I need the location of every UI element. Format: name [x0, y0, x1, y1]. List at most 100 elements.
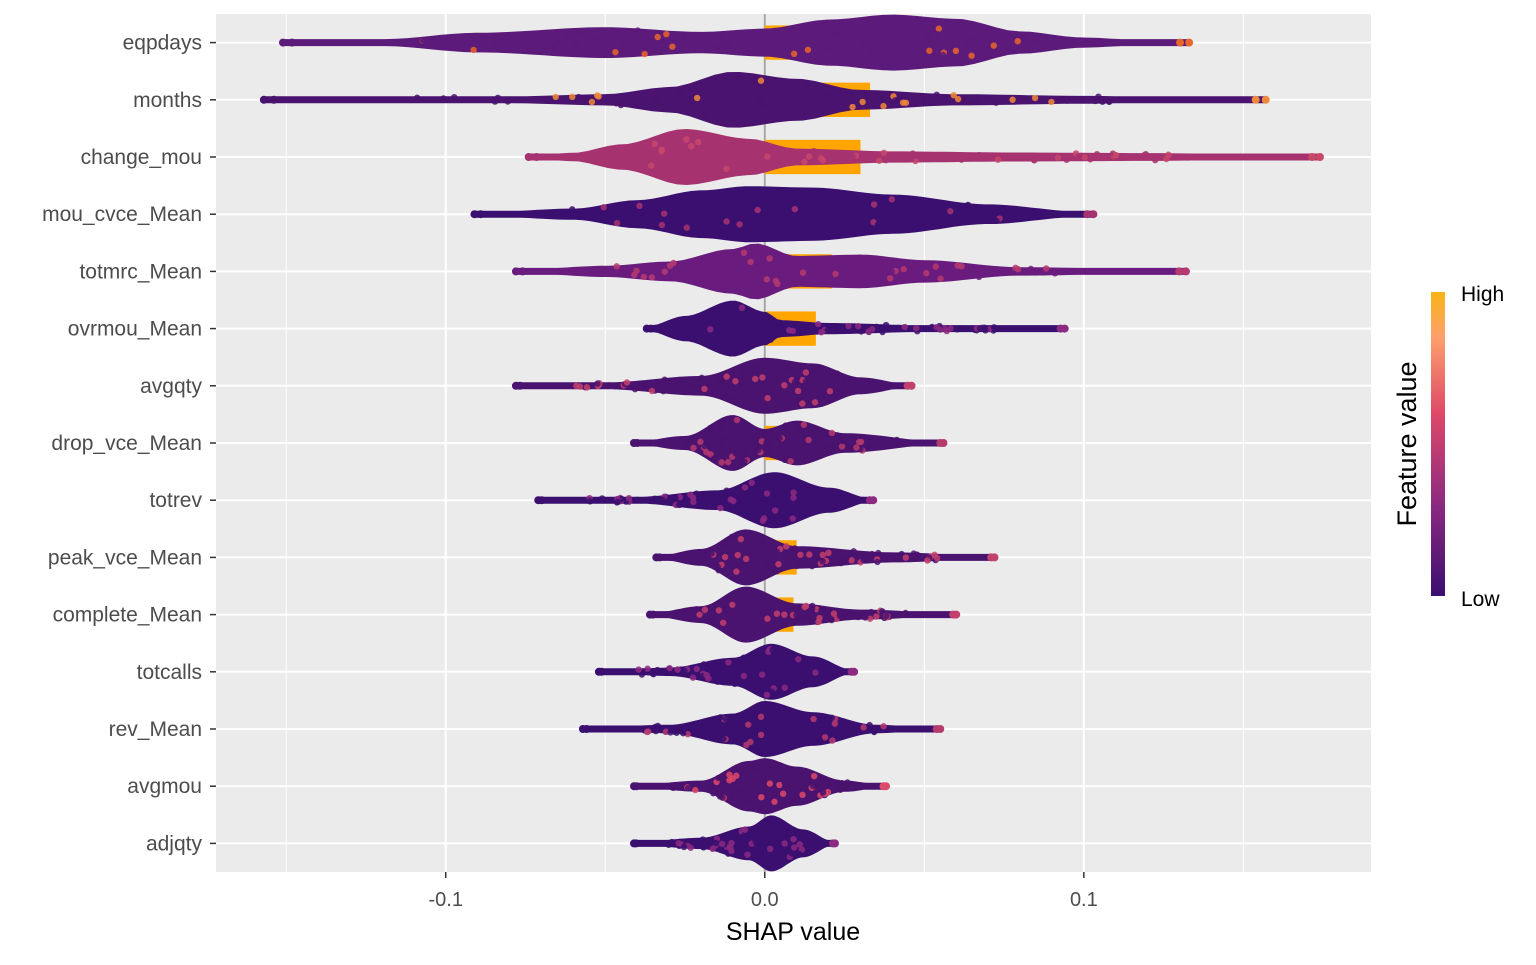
shap-point [954, 95, 962, 103]
shap-point [536, 40, 543, 48]
shap-point [759, 517, 767, 524]
shap-point [532, 153, 541, 161]
shap-point [678, 140, 686, 147]
shap-point [717, 714, 724, 721]
shap-point [663, 198, 671, 206]
shap-point [614, 28, 621, 36]
shap-point [730, 668, 737, 676]
shap-point [830, 610, 838, 617]
shap-point [848, 557, 855, 564]
shap-point [693, 94, 701, 102]
shap-point [799, 791, 806, 799]
violin-drop_vce_Mean [629, 415, 948, 471]
shap-point [1112, 151, 1120, 159]
shap-point [658, 146, 665, 153]
shap-point [752, 664, 760, 671]
shap-point [631, 271, 638, 279]
shap-point [921, 96, 928, 104]
shap-point [767, 336, 774, 343]
shap-point [758, 150, 765, 158]
shap-point [701, 385, 708, 393]
shap-point [794, 387, 802, 395]
shap-point [828, 732, 835, 739]
shap-point [861, 610, 868, 617]
shap-point [651, 495, 659, 502]
shap-point [847, 273, 855, 280]
shap-point [1031, 94, 1039, 102]
shap-point [759, 374, 766, 381]
shap-point [744, 851, 751, 858]
shap-point [752, 375, 759, 383]
shap-point [818, 499, 826, 507]
shap-point [741, 458, 748, 465]
shap-point [758, 793, 765, 801]
shap-point [737, 535, 745, 543]
shap-point [784, 366, 792, 373]
shap-point [779, 516, 786, 523]
shap-point [476, 210, 485, 219]
shap-point [652, 269, 660, 276]
shap-point [809, 606, 816, 613]
shap-point [654, 722, 662, 730]
shap-point [673, 729, 680, 736]
shap-point [801, 158, 808, 166]
shap-point [814, 436, 821, 444]
shap-point [818, 329, 825, 336]
shap-point [631, 839, 640, 848]
shap-point [840, 209, 847, 216]
shap-point [758, 671, 766, 678]
shap-point [834, 779, 842, 787]
shap-point [700, 661, 707, 668]
shap-point [709, 271, 717, 278]
shap-point [912, 152, 919, 160]
shap-point [659, 496, 666, 504]
shap-point [766, 780, 774, 787]
shap-point [902, 609, 909, 617]
shap-point [554, 38, 561, 46]
shap-point [849, 103, 856, 111]
y-axis-labels: eqpdays months change_mou mou_cvce_Meantotm… [42, 32, 216, 855]
shap-point [617, 214, 625, 221]
y-tick-label: avgmou [127, 775, 202, 798]
shap-point [1051, 270, 1059, 277]
shap-point [741, 831, 749, 838]
shap-point [879, 274, 886, 281]
shap-point [836, 215, 844, 222]
shap-point [783, 543, 790, 550]
shap-point [866, 48, 873, 56]
shap-point [1056, 324, 1065, 333]
shap-point [787, 672, 795, 679]
shap-point [710, 619, 718, 626]
shap-point [789, 26, 796, 34]
shap-point [729, 784, 737, 792]
shap-point [765, 473, 772, 481]
shap-point [734, 551, 741, 559]
shap-point [850, 611, 857, 618]
y-tick-label: months [133, 89, 202, 112]
shap-point [958, 263, 965, 270]
shap-point [919, 25, 926, 32]
shap-point [625, 494, 633, 502]
shap-point [819, 558, 826, 565]
shap-point [826, 46, 833, 54]
shap-point [800, 421, 808, 428]
violin-months [259, 72, 1270, 128]
violin-change_mou [524, 129, 1324, 185]
shap-point [765, 680, 773, 688]
shap-point [594, 380, 601, 387]
shap-point [772, 277, 780, 285]
y-tick-label: eqpdays [123, 32, 202, 55]
shap-point [782, 422, 789, 429]
shap-point [682, 441, 689, 448]
shap-point [695, 261, 702, 268]
shap-point [642, 384, 649, 392]
shap-point [623, 379, 631, 386]
shap-point [646, 324, 655, 333]
shap-point [808, 617, 815, 625]
shap-point [913, 324, 920, 332]
shap-point [902, 554, 910, 561]
shap-point [724, 458, 732, 466]
shap-point [781, 840, 788, 847]
shap-point [667, 268, 675, 276]
shap-point [767, 38, 774, 45]
